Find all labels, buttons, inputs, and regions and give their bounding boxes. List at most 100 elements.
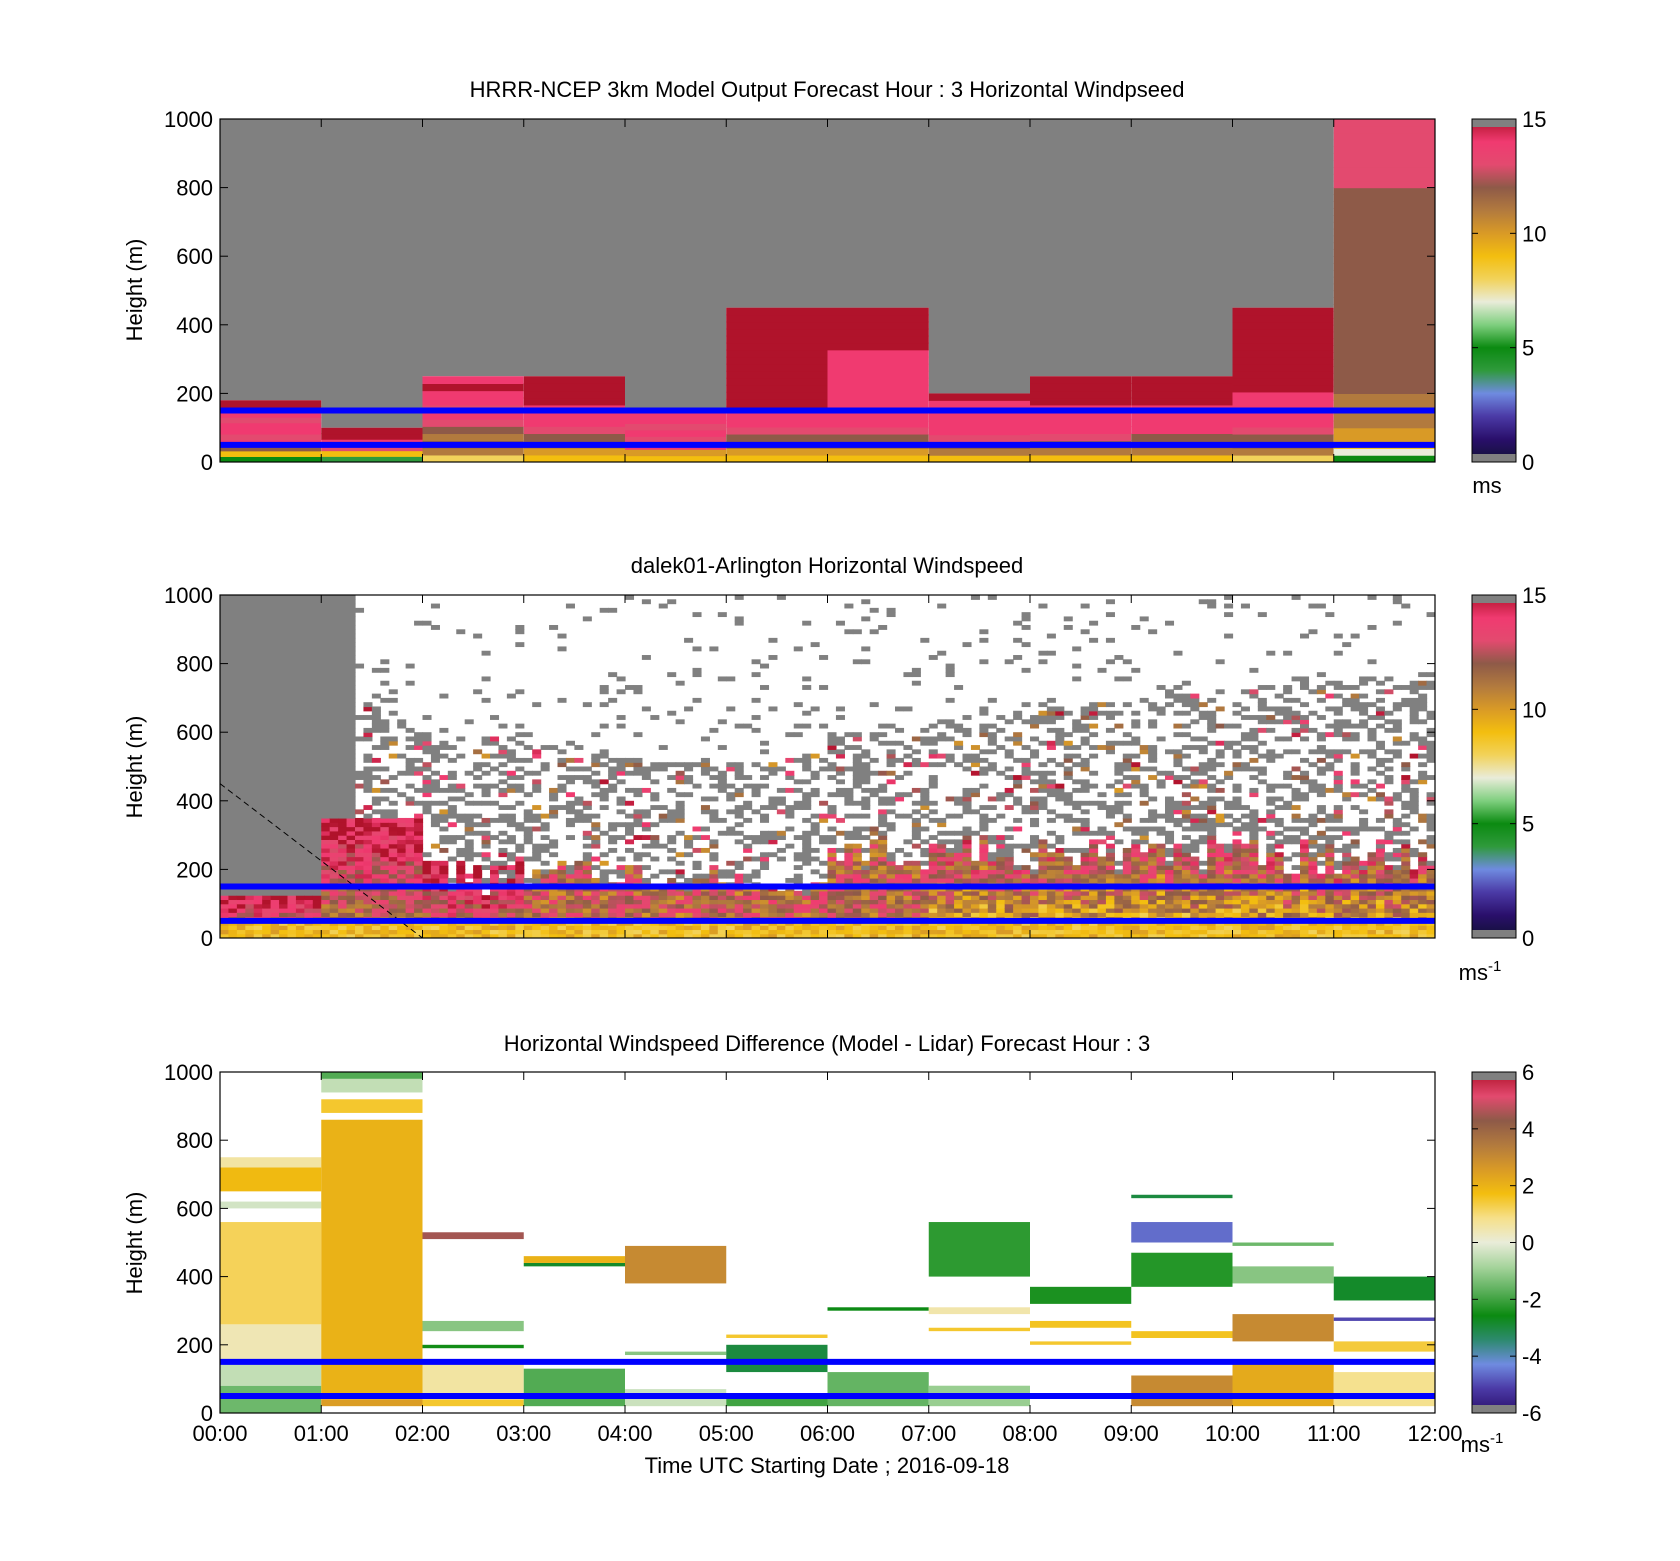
- lidar-cell: [270, 659, 280, 665]
- lidar-cell: [397, 826, 407, 832]
- lidar-cell: [962, 800, 972, 806]
- lidar-cell: [262, 907, 272, 913]
- lidar-cell: [549, 899, 559, 905]
- lidar-cell: [338, 633, 348, 639]
- lidar-cell: [228, 710, 238, 716]
- lidar-cell: [743, 723, 753, 729]
- lidar-cell: [802, 762, 812, 768]
- lidar-cell: [582, 766, 592, 772]
- lidar-cell: [625, 929, 635, 935]
- lidar-cell: [717, 787, 727, 793]
- lidar-cell: [878, 723, 888, 729]
- lidar-cell: [861, 659, 871, 665]
- lidar-cell: [1114, 903, 1124, 909]
- lidar-cell: [616, 925, 626, 931]
- lidar-cell: [228, 766, 238, 772]
- lidar-cell: [304, 925, 314, 931]
- lidar-cell: [760, 907, 770, 913]
- lidar-cell: [1013, 715, 1023, 720]
- lidar-cell: [827, 749, 837, 755]
- lidar-cell: [532, 813, 542, 819]
- lidar-cell: [810, 933, 820, 938]
- lidar-cell: [709, 890, 719, 896]
- lidar-cell: [321, 646, 331, 652]
- lidar-cell: [346, 595, 356, 600]
- lidar-cell: [498, 787, 508, 793]
- lidar-cell: [220, 856, 230, 862]
- lidar-cell: [852, 835, 862, 840]
- lidar-cell: [1080, 783, 1090, 789]
- lidar-cell: [220, 612, 230, 618]
- lidar-cell: [1089, 830, 1099, 836]
- lidar-cell: [878, 877, 888, 883]
- lidar-cell: [515, 757, 525, 763]
- lidar-cell: [388, 809, 398, 815]
- lidar-cell: [726, 676, 736, 682]
- lidar-cell: [262, 783, 272, 789]
- lidar-cell: [279, 672, 289, 678]
- lidar-cell: [1131, 753, 1141, 759]
- lidar-cell: [793, 757, 803, 763]
- lidar-cell: [743, 800, 753, 806]
- lidar-cell: [1181, 907, 1191, 913]
- lidar-cell: [371, 860, 381, 866]
- lidar-cell: [1131, 933, 1141, 938]
- lidar-cell: [490, 907, 500, 913]
- lidar-cell: [279, 702, 289, 708]
- lidar-cell: [329, 805, 339, 810]
- lidar-cell: [245, 929, 255, 935]
- colorbar-tick-label: 15: [1522, 107, 1546, 132]
- lidar-cell: [1105, 727, 1115, 733]
- lidar-cell: [329, 895, 339, 901]
- lidar-cell: [371, 843, 381, 849]
- lidar-cell: [844, 895, 854, 901]
- lidar-cell: [262, 830, 272, 836]
- lidar-cell: [667, 899, 677, 905]
- lidar-cell: [304, 616, 314, 622]
- lidar-cell: [253, 903, 263, 909]
- lidar-cell: [498, 779, 508, 785]
- lidar-cell: [287, 903, 297, 909]
- lidar-cell: [490, 800, 500, 806]
- lidar-cell: [625, 925, 635, 931]
- lidar-cell: [321, 680, 331, 686]
- lidar-cell: [1089, 925, 1099, 931]
- lidar-cell: [1139, 839, 1149, 845]
- lidar-cell: [1224, 843, 1234, 849]
- lidar-cell: [1165, 839, 1175, 845]
- lidar-cell: [414, 903, 424, 909]
- lidar-cell: [473, 689, 483, 695]
- lidar-cell: [1122, 869, 1132, 875]
- lidar-cell: [262, 903, 272, 909]
- lidar-cell: [228, 637, 238, 643]
- lidar-cell: [667, 762, 677, 768]
- lidar-cell: [743, 912, 753, 918]
- lidar-cell: [1190, 822, 1200, 828]
- lidar-cell: [220, 895, 230, 901]
- lidar-cell: [430, 899, 440, 905]
- lidar-cell: [1173, 809, 1183, 815]
- lidar-cell: [1030, 753, 1040, 759]
- lidar-cell: [304, 702, 314, 708]
- lidar-cell: [481, 822, 491, 828]
- lidar-cell: [717, 779, 727, 785]
- lidar-cell: [1072, 646, 1082, 652]
- lidar-cell: [363, 869, 373, 875]
- lidar-cell: [1097, 877, 1107, 883]
- lidar-cell: [903, 792, 913, 798]
- lidar-cell: [650, 933, 660, 938]
- lidar-cell: [346, 860, 356, 866]
- lidar-cell: [1207, 839, 1217, 845]
- lidar-cell: [228, 856, 238, 862]
- lidar-cell: [532, 899, 542, 905]
- lidar-cell: [1046, 792, 1056, 798]
- lidar-cell: [279, 753, 289, 759]
- lidar-cell: [1004, 877, 1014, 883]
- lidar-cell: [1021, 865, 1031, 870]
- lidar-cell: [1165, 877, 1175, 883]
- lidar-cell: [667, 903, 677, 909]
- lidar-heatmap-cells: [220, 595, 1435, 938]
- model-cell: [1333, 331, 1435, 340]
- lidar-cell: [338, 869, 348, 875]
- lidar-cell: [523, 809, 533, 815]
